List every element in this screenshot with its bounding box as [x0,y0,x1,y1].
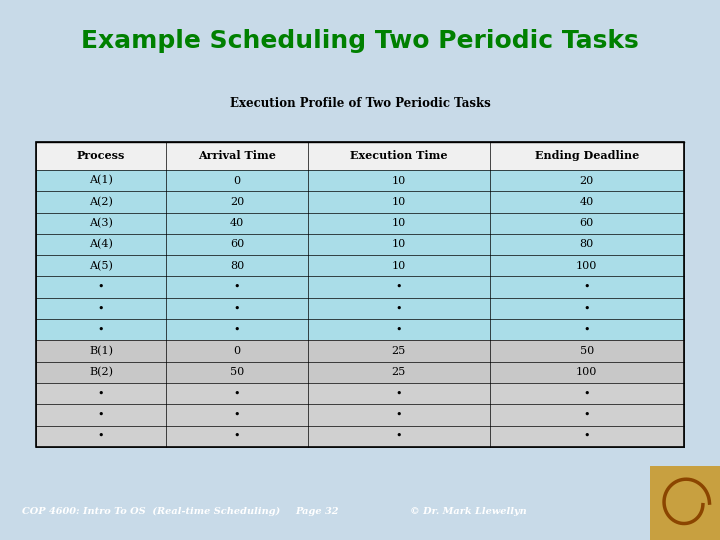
Bar [36,234,684,255]
Text: B(1): B(1) [89,346,113,356]
Text: •: • [583,389,590,399]
Text: 50: 50 [580,346,594,356]
Text: •: • [583,410,590,420]
Text: 10: 10 [392,261,406,271]
Text: A(3): A(3) [89,218,113,228]
Bar [36,170,684,191]
Text: 25: 25 [392,346,406,356]
Text: •: • [583,282,590,292]
Text: 40: 40 [230,218,244,228]
Text: •: • [234,410,240,420]
Text: •: • [234,325,240,335]
Bar [36,340,684,362]
Text: •: • [395,282,402,292]
Text: •: • [98,389,104,399]
Text: •: • [98,303,104,313]
Text: •: • [583,431,590,441]
Text: 10: 10 [392,176,406,186]
Text: 100: 100 [576,261,598,271]
Text: 25: 25 [392,367,406,377]
Text: Arrival Time: Arrival Time [198,150,276,161]
Text: •: • [395,431,402,441]
Text: •: • [583,303,590,313]
Text: 40: 40 [580,197,594,207]
Text: 60: 60 [580,218,594,228]
Bar [36,404,684,426]
Text: •: • [395,303,402,313]
Bar [36,426,684,447]
Bar [36,141,684,170]
Text: 20: 20 [230,197,244,207]
Text: •: • [98,410,104,420]
Text: •: • [395,325,402,335]
Bar [36,191,684,213]
Text: 100: 100 [576,367,598,377]
Text: Execution Profile of Two Periodic Tasks: Execution Profile of Two Periodic Tasks [230,97,490,110]
Text: 50: 50 [230,367,244,377]
Text: Page 32: Page 32 [295,507,338,516]
Bar [36,213,684,234]
Text: •: • [98,282,104,292]
Text: •: • [234,282,240,292]
Bar [36,298,684,319]
Text: 80: 80 [580,239,594,249]
Text: 10: 10 [392,218,406,228]
Text: B(2): B(2) [89,367,113,377]
Text: Ending Deadline: Ending Deadline [534,150,639,161]
Text: Example Scheduling Two Periodic Tasks: Example Scheduling Two Periodic Tasks [81,29,639,53]
Bar [36,255,684,276]
Text: A(4): A(4) [89,239,113,249]
Bar [36,141,684,447]
Text: 20: 20 [580,176,594,186]
Text: •: • [234,303,240,313]
Text: •: • [583,325,590,335]
Text: •: • [395,410,402,420]
Text: 80: 80 [230,261,244,271]
Text: COP 4600: Intro To OS  (Real-time Scheduling): COP 4600: Intro To OS (Real-time Schedul… [22,507,280,516]
Text: •: • [395,389,402,399]
Text: 60: 60 [230,239,244,249]
Bar [36,276,684,298]
Text: •: • [98,431,104,441]
Text: •: • [234,389,240,399]
Bar [36,319,684,340]
Text: •: • [234,431,240,441]
Text: 0: 0 [233,346,240,356]
Bar [36,383,684,404]
Bar [36,362,684,383]
Text: A(2): A(2) [89,197,113,207]
Text: Execution Time: Execution Time [350,150,448,161]
Text: 10: 10 [392,197,406,207]
Text: © Dr. Mark Llewellyn: © Dr. Mark Llewellyn [410,507,526,516]
Text: 0: 0 [233,176,240,186]
Text: A(1): A(1) [89,176,113,186]
Text: Process: Process [77,150,125,161]
Text: A(5): A(5) [89,261,113,271]
Text: 10: 10 [392,239,406,249]
Text: •: • [98,325,104,335]
